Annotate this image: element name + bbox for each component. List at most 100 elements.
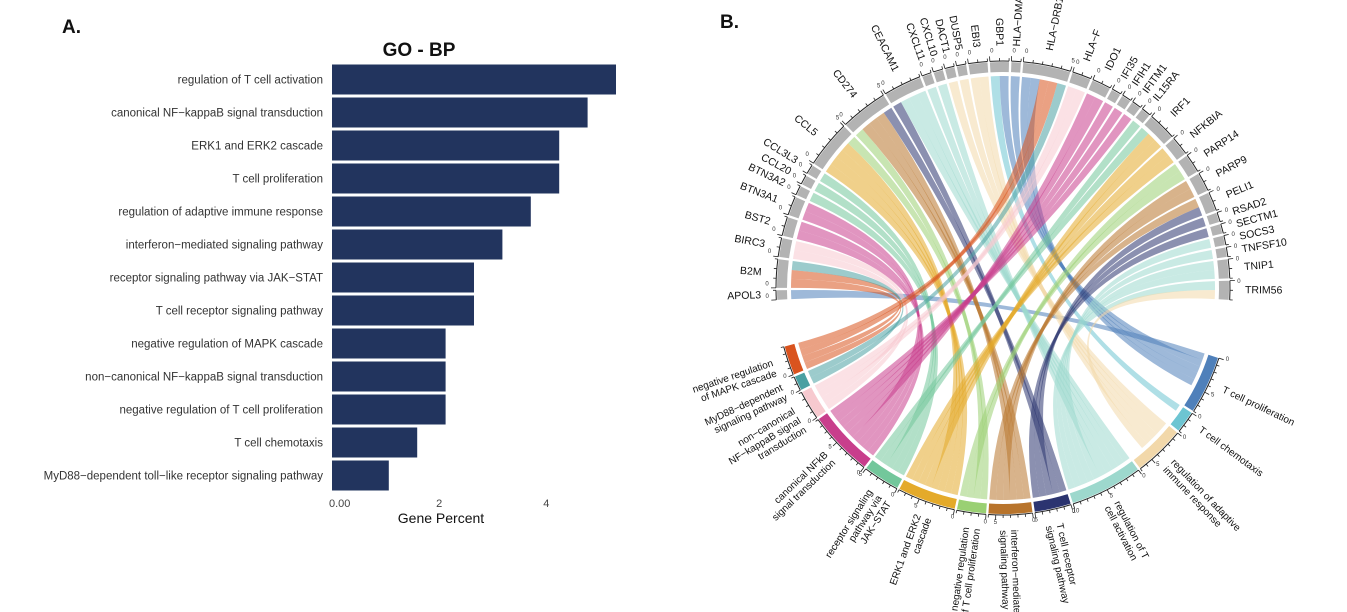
term-tick [955,510,958,514]
term-block [802,387,826,418]
term-tick [1151,459,1156,464]
term-tick [1041,511,1044,515]
gene-tick [1171,134,1175,137]
term-tick [785,360,789,363]
chord-ribbon [917,90,1119,470]
term-tick [924,501,927,505]
term-tick-label: 0 [857,471,861,477]
term-tick [844,452,848,456]
gene-tick-label: 0 [787,185,791,191]
gene-tick-label: 0 [1158,107,1162,113]
term-label: receptor signalingpathway viaJAK−STAT [824,487,894,572]
term-tick [910,495,913,500]
term-block [1184,354,1218,411]
gene-rim [1142,108,1151,116]
gene-label: PARP14 [1202,128,1242,160]
term-tick [1072,503,1076,509]
gene-tick-label: 0 [1228,220,1232,226]
gene-tick [828,137,831,141]
gene-label: BIRC3 [733,233,766,250]
gene-tick [1185,151,1189,154]
term-tick-label: 10 [1073,508,1080,514]
gene-tick [781,225,785,227]
gene-tick-label: 0 [1225,208,1229,214]
gene-tick [1090,75,1093,79]
term-tick-label: 0 [1198,414,1202,420]
category-label: interferon−mediated signaling pathway [126,240,323,252]
term-tick [1032,513,1034,519]
term-tick-label: 0 [891,493,895,499]
term-tick [1079,501,1082,505]
bar [332,97,588,128]
term-label-line: signaling pathway [997,530,1011,610]
gene-tick [776,246,780,248]
term-tick [787,367,791,370]
chord-ribbon [791,290,1205,361]
gene-tick [1216,208,1220,211]
term-label: T cell proliferation [1220,385,1296,429]
gene-block [807,165,822,179]
gene-tick [865,103,868,107]
chord-ribbon [874,127,1149,461]
term-label: canonical NFkBsignal transduction [763,450,839,524]
gene-tick [797,184,801,187]
gene-tick-label: 0 [1097,68,1101,74]
gene-tick [931,67,934,73]
chord-ribbon [791,278,902,369]
term-tick [1178,430,1182,434]
term-tick [832,442,837,447]
gene-tick [953,63,955,67]
gene-tick [803,173,807,176]
gene-tick [882,89,886,95]
term-block [795,372,811,390]
gene-label: IDO1 [1103,45,1125,72]
gene-tick [792,195,796,198]
gene-tick [1130,97,1133,101]
gene-label: CEACAM1 [868,23,901,74]
gene-tick [857,109,861,113]
term-tick [916,498,920,504]
term-label: interferon−mediatedsignaling pathway [997,530,1022,612]
gene-block [885,77,924,104]
gene-block [779,238,793,259]
gene-block [1198,192,1216,215]
chord-ribbon [996,188,1195,500]
term-tick [839,447,843,451]
term-tick [1167,443,1171,447]
term-tick [1216,364,1220,367]
term-tick-label: 5 [1211,392,1215,398]
panel-b-label: B. [720,12,739,33]
x-tick-label: 2 [436,498,442,510]
gene-tick-label: 0 [1180,130,1184,136]
gene-tick-label: 0 [920,63,924,69]
gene-block [777,290,788,300]
term-tick [1213,371,1217,374]
term-tick [795,389,801,393]
gene-tick [1051,63,1053,67]
bar [332,295,474,326]
gene-tick [1216,210,1222,213]
gene-block [1210,224,1223,236]
x-tick-label: 0.00 [329,498,350,510]
gene-block [922,73,935,87]
gene-block [989,62,1010,73]
term-tick [782,353,786,356]
bar [332,460,389,491]
term-tick [809,411,813,414]
term-tick [963,511,965,515]
term-label: regulation of adaptiveimmune response [1160,457,1242,542]
term-tick [1177,432,1182,437]
term-tick-label: 0 [984,519,988,525]
gene-tick [1198,170,1204,174]
term-tick [1140,468,1143,472]
term-tick-label: 5 [914,503,918,509]
gene-tick [900,81,903,85]
term-tick [1192,412,1197,417]
gene-block [783,217,798,239]
gene-tick [796,181,802,185]
term-tick-label: 0 [791,390,795,396]
gene-tick-label: 0 [806,152,810,158]
gene-tick-label: 0 [881,81,885,87]
term-tick [862,468,867,474]
